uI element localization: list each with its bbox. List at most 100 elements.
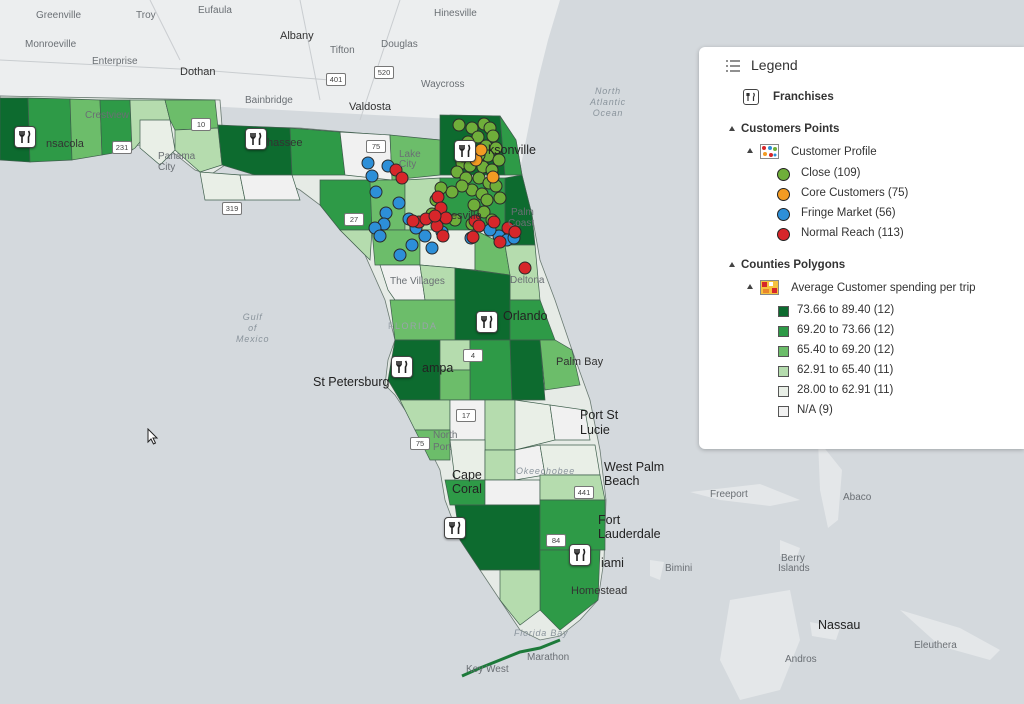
customer-point-close[interactable] bbox=[477, 205, 491, 219]
customer-point-fringe[interactable] bbox=[393, 248, 407, 262]
customer-point-normal[interactable] bbox=[508, 225, 522, 239]
customer-point-fringe[interactable] bbox=[418, 229, 432, 243]
highway-shield: 84 bbox=[546, 534, 566, 547]
water-label-line: Atlantic bbox=[590, 97, 626, 107]
place-label-eufaula: Eufaula bbox=[198, 5, 232, 16]
legend-dot bbox=[777, 208, 790, 221]
customer-point-close[interactable] bbox=[489, 141, 503, 155]
franchise-marker-icon[interactable] bbox=[14, 126, 36, 148]
place-label-palmcoast: Palm bbox=[511, 207, 534, 218]
franchise-marker-icon[interactable] bbox=[245, 128, 267, 150]
place-label-waycross: Waycross bbox=[421, 79, 465, 90]
place-label-westpalm2: Beach bbox=[604, 474, 640, 488]
customer-point-normal[interactable] bbox=[493, 235, 507, 249]
water-label-line: of bbox=[248, 323, 258, 333]
collapse-counties-icon[interactable] bbox=[729, 262, 735, 267]
place-label-berry: Berry bbox=[781, 553, 805, 564]
customer-point-fringe[interactable] bbox=[373, 229, 387, 243]
water-label-line: Ocean bbox=[592, 108, 624, 118]
place-label-troy: Troy bbox=[136, 10, 156, 21]
place-label-andros: Andros bbox=[785, 654, 817, 665]
customer-point-normal[interactable] bbox=[487, 215, 501, 229]
land-north bbox=[0, 0, 560, 170]
place-label-eleuthera: Eleuthera bbox=[914, 640, 957, 651]
legend-spending-label: Average Customer spending per trip bbox=[791, 282, 976, 294]
customer-point-core[interactable] bbox=[486, 170, 500, 184]
customer-point-normal[interactable] bbox=[436, 229, 450, 243]
place-label-stpetersburg: St Petersburg bbox=[313, 375, 390, 389]
customer-point-close[interactable] bbox=[493, 191, 507, 205]
customer-point-fringe[interactable] bbox=[369, 185, 383, 199]
place-label-capecoral2: Coral bbox=[452, 482, 482, 496]
legend-customers-group[interactable]: Customers Points bbox=[741, 123, 840, 135]
place-label-palmcoast2: Coast bbox=[508, 218, 535, 229]
legend-swatch bbox=[778, 326, 789, 337]
legend-spending-item-label: 69.20 to 73.66 (12) bbox=[797, 324, 895, 336]
roads bbox=[0, 0, 401, 121]
legend-swatch bbox=[778, 366, 789, 377]
water-label-line: Mexico bbox=[236, 334, 270, 344]
customer-point-close[interactable] bbox=[445, 185, 459, 199]
customer-point-close[interactable] bbox=[455, 179, 469, 193]
place-label-greenville: Greenville bbox=[36, 10, 82, 21]
franchise-marker-icon[interactable] bbox=[444, 517, 466, 539]
customer-point-normal[interactable] bbox=[428, 209, 442, 223]
customer-point-fringe[interactable] bbox=[365, 169, 379, 183]
customer-point-normal[interactable] bbox=[518, 261, 532, 275]
legend-customer-item-label: Core Customers (75) bbox=[801, 187, 909, 199]
customer-point-fringe[interactable] bbox=[379, 206, 393, 220]
place-label-deltona: Deltona bbox=[510, 275, 545, 286]
customer-point-close[interactable] bbox=[480, 193, 494, 207]
legend-customer-item-label: Normal Reach (113) bbox=[801, 227, 904, 239]
place-label-tifton: Tifton bbox=[330, 45, 355, 56]
collapse-profile-icon[interactable] bbox=[747, 148, 753, 153]
place-label-freeport: Freeport bbox=[710, 489, 748, 500]
water-label-floridabay: Florida Bay bbox=[514, 628, 568, 639]
place-label-monroeville: Monroeville bbox=[25, 39, 77, 50]
highway-shield: 319 bbox=[222, 202, 242, 215]
place-label-northport: North bbox=[433, 430, 458, 441]
customer-point-fringe[interactable] bbox=[392, 196, 406, 210]
customer-point-normal[interactable] bbox=[466, 230, 480, 244]
highway-shield: 520 bbox=[374, 66, 394, 79]
customer-point-core[interactable] bbox=[474, 143, 488, 157]
customer-point-normal[interactable] bbox=[431, 190, 445, 204]
customer-point-fringe[interactable] bbox=[405, 238, 419, 252]
customer-point-close[interactable] bbox=[486, 129, 500, 143]
legend-panel[interactable]: Legend Franchises Customers Points Custo… bbox=[699, 47, 1024, 449]
customer-point-close[interactable] bbox=[492, 153, 506, 167]
customer-point-normal[interactable] bbox=[406, 214, 420, 228]
collapse-spending-icon[interactable] bbox=[747, 284, 753, 289]
collapse-customers-icon[interactable] bbox=[729, 126, 735, 131]
franchise-marker-icon[interactable] bbox=[569, 544, 591, 566]
place-label-douglas: Douglas bbox=[381, 39, 418, 50]
customer-point-fringe[interactable] bbox=[425, 241, 439, 255]
place-label-portstlucie: Port St bbox=[580, 408, 619, 422]
place-label-miami: iami bbox=[601, 556, 624, 570]
customer-point-fringe[interactable] bbox=[361, 156, 375, 170]
place-label-lakecity: Lake bbox=[399, 149, 421, 160]
place-label-palmbay: Palm Bay bbox=[556, 356, 604, 368]
place-label-westpalm: West Palm bbox=[604, 460, 665, 474]
highway-shield: 4 bbox=[463, 349, 483, 362]
franchise-marker-icon[interactable] bbox=[391, 356, 413, 378]
franchise-marker-icon[interactable] bbox=[476, 311, 498, 333]
legend-swatch bbox=[778, 346, 789, 357]
legend-swatch bbox=[778, 406, 789, 417]
franchise-marker-icon[interactable] bbox=[454, 140, 476, 162]
customer-point-normal[interactable] bbox=[395, 171, 409, 185]
legend-franchises-label: Franchises bbox=[773, 91, 834, 103]
place-label-abaco: Abaco bbox=[843, 492, 872, 503]
list-icon[interactable] bbox=[726, 60, 740, 72]
customer-point-close[interactable] bbox=[467, 198, 481, 212]
customer-point-normal[interactable] bbox=[472, 219, 486, 233]
water-label-line: North bbox=[594, 86, 621, 96]
legend-counties-group[interactable]: Counties Polygons bbox=[741, 259, 846, 271]
legend-customer-profile-label: Customer Profile bbox=[791, 146, 877, 158]
place-label-bainbridge: Bainbridge bbox=[245, 95, 293, 106]
customer-point-close[interactable] bbox=[452, 118, 466, 132]
place-label-panamacity: Panama bbox=[158, 151, 196, 162]
customer-point-close[interactable] bbox=[465, 121, 479, 135]
customer-point-close[interactable] bbox=[450, 165, 464, 179]
